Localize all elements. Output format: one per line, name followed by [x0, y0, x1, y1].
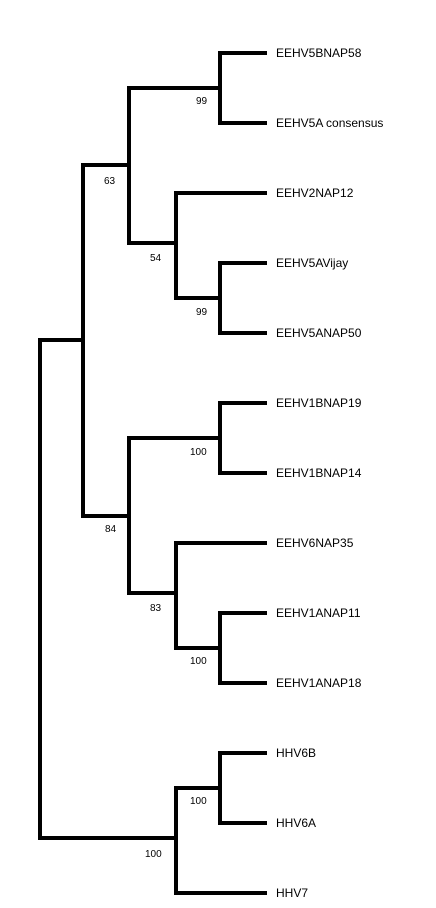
taxon-label: EEHV1ANAP11: [276, 606, 361, 620]
bootstrap-value: 100: [190, 656, 207, 667]
taxon-label: HHV6A: [276, 816, 316, 830]
bootstrap-value: 63: [104, 176, 116, 187]
taxon-label: EEHV1BNAP14: [276, 466, 362, 480]
taxon-label: EEHV2NAP12: [276, 186, 354, 200]
bootstrap-value: 84: [105, 524, 117, 535]
tree-branches: [38, 51, 267, 895]
bootstrap-value: 83: [150, 603, 162, 614]
taxon-labels: EEHV5BNAP58 EEHV5A consensus EEHV2NAP12 EEH…: [276, 46, 383, 900]
bootstrap-value: 99: [196, 307, 208, 318]
taxon-label: EEHV5AVijay: [276, 256, 348, 270]
taxon-label: EEHV5A consensus: [276, 116, 383, 130]
taxon-label: EEHV1BNAP19: [276, 396, 362, 410]
bootstrap-value: 100: [145, 849, 162, 860]
taxon-label: HHV7: [276, 886, 308, 900]
taxon-label: EEHV5BNAP58: [276, 46, 362, 60]
bootstrap-labels: 99 63 54 99 100 84 83 100 100 100: [104, 96, 208, 860]
taxon-label: EEHV6NAP35: [276, 536, 354, 550]
taxon-label: EEHV5ANAP50: [276, 326, 362, 340]
taxon-label: EEHV1ANAP18: [276, 676, 362, 690]
taxon-label: HHV6B: [276, 746, 316, 760]
bootstrap-value: 100: [190, 447, 207, 458]
bootstrap-value: 100: [190, 796, 207, 807]
bootstrap-value: 54: [150, 253, 162, 264]
bootstrap-value: 99: [196, 96, 208, 107]
